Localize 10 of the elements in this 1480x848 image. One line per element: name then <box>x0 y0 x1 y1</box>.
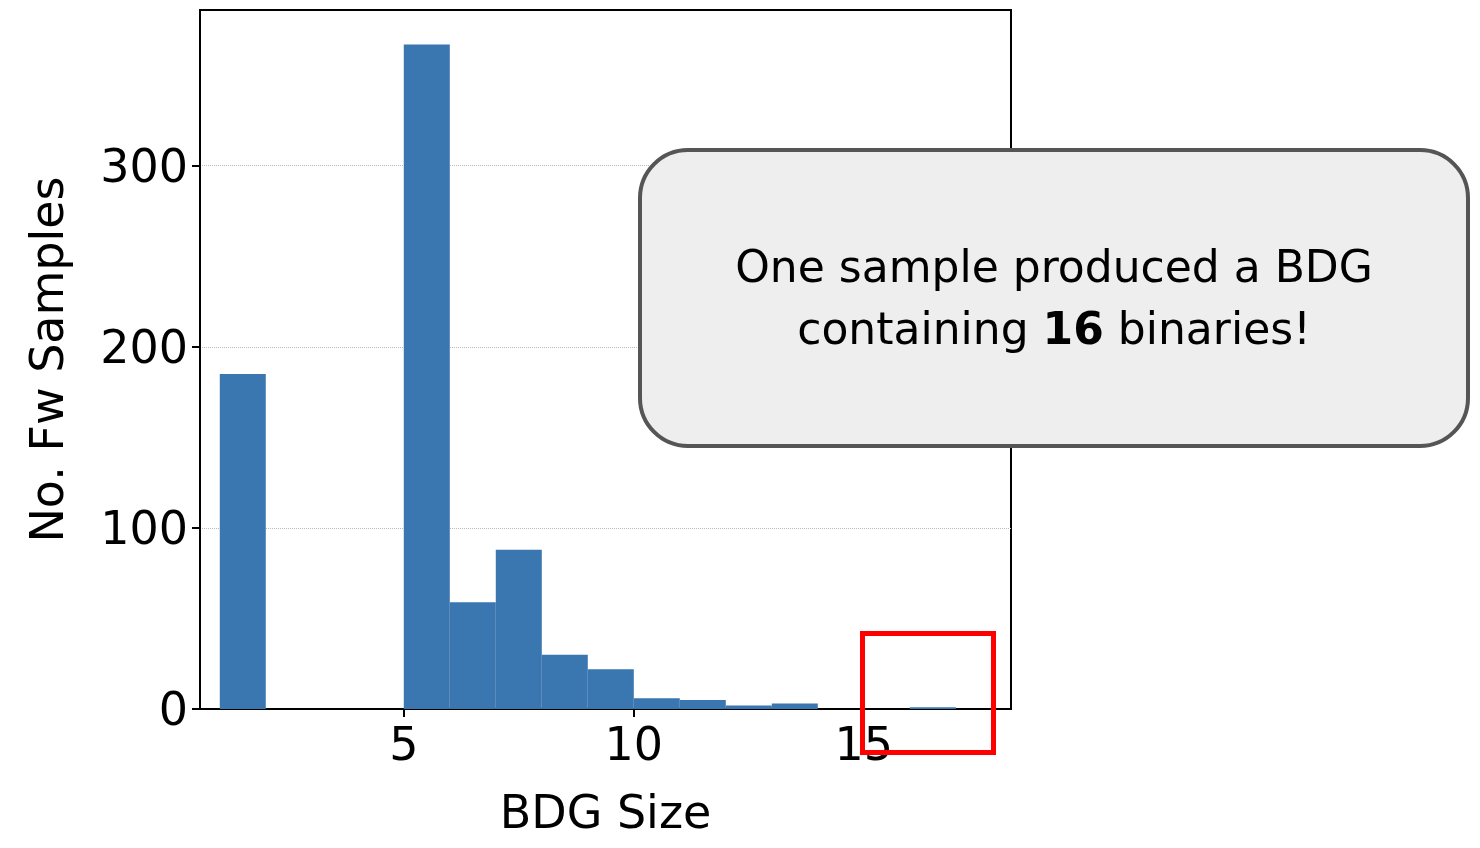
x-tick-label: 10 <box>604 717 664 771</box>
y-tick-label: 0 <box>158 682 188 736</box>
x-tick-label: 5 <box>389 717 419 771</box>
callout-box: One sample produced a BDG containing 16 binaries! <box>638 148 1470 448</box>
y-axis-title: No. Fw Samples <box>20 176 74 543</box>
y-tick-label: 100 <box>100 500 188 555</box>
y-tick-label: 200 <box>100 319 188 374</box>
annotation: One sample produced a BDG containing 16 binaries! <box>734 240 1374 356</box>
y-tick-label: 300 <box>100 138 188 193</box>
x-axis-title: BDG Size <box>499 785 712 839</box>
